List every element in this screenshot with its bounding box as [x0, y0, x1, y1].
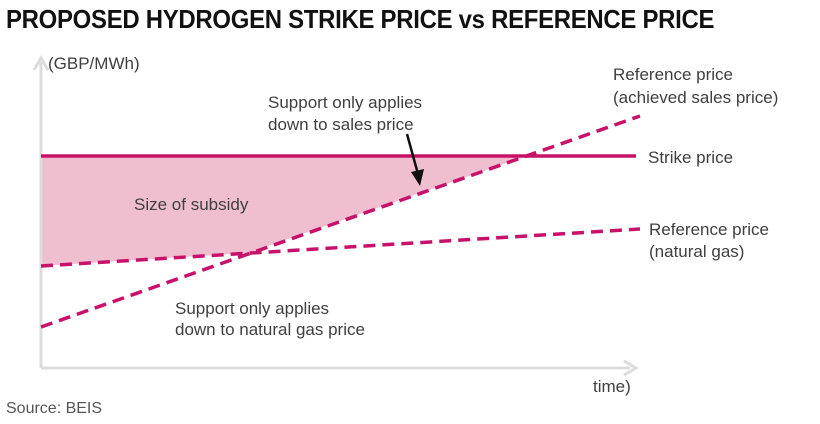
label-ref-sales-2: (achieved sales price) — [613, 88, 778, 107]
y-axis-label: (GBP/MWh) — [48, 54, 140, 73]
label-strike: Strike price — [648, 148, 733, 167]
label-ref-gas-2: (natural gas) — [649, 242, 744, 261]
annotation-subsidy: Size of subsidy — [134, 195, 249, 214]
x-axis-label: time) — [593, 377, 631, 396]
annotation-sales-2: down to sales price — [268, 115, 414, 134]
x-axis-arrowhead — [623, 359, 639, 377]
annotation-sales-1: Support only applies — [268, 93, 422, 112]
pointer-arrowhead — [411, 169, 424, 186]
source-note: Source: BEIS — [6, 400, 103, 417]
subsidy-area — [41, 156, 527, 266]
label-ref-sales-1: Reference price — [613, 65, 733, 84]
annotation-gas-2: down to natural gas price — [175, 320, 365, 339]
annotation-gas-1: Support only applies — [175, 299, 329, 318]
pointer-arrow — [405, 133, 420, 175]
reference-sales-price-line — [40, 114, 641, 329]
chart-title: PROPOSED HYDROGEN STRIKE PRICE vs REFERE… — [6, 4, 715, 34]
label-ref-gas-1: Reference price — [649, 220, 769, 239]
y-axis-arrowhead — [32, 55, 50, 71]
reference-gas-price-line — [40, 227, 641, 268]
